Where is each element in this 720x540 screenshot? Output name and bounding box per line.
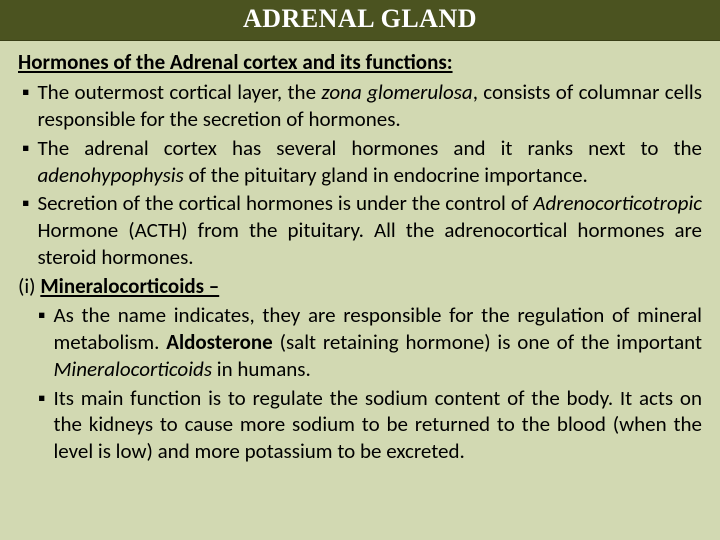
text-run: Its main function is to regulate the sod…: [53, 385, 702, 465]
sub-heading-prefix: (i): [18, 273, 40, 299]
bullet-marker: ▪: [18, 79, 37, 133]
content-heading: Hormones of the Adrenal cortex and its f…: [18, 49, 702, 76]
bullet-marker: ▪: [18, 302, 53, 383]
text-run: adenohypophysis: [37, 162, 183, 188]
text-run: Aldosterone: [166, 329, 273, 355]
text-run: Secretion of the cortical hormones is un…: [37, 190, 533, 216]
text-run: Adrenocorticotropic: [533, 190, 702, 216]
text-run: (salt retaining hormone) is one of the i…: [273, 329, 702, 355]
text-run: in humans.: [212, 356, 311, 382]
bullet-item: ▪As the name indicates, they are respons…: [18, 302, 702, 383]
bullet-marker: ▪: [18, 135, 37, 189]
slide-title: ADRENAL GLAND: [0, 0, 720, 41]
text-run: Mineralocorticoids: [53, 356, 212, 382]
bullet-item: ▪The adrenal cortex has several hormones…: [18, 135, 702, 189]
bullet-text: Its main function is to regulate the sod…: [53, 385, 702, 466]
text-run: Hormone (ACTH) from the pituitary. All t…: [37, 217, 702, 270]
text-run: The outermost cortical layer, the: [37, 79, 321, 105]
slide: ADRENAL GLAND Hormones of the Adrenal co…: [0, 0, 720, 540]
text-run: of the pituitary gland in endocrine impo…: [184, 162, 588, 188]
sub-heading: (i) Mineralocorticoids –: [18, 273, 702, 300]
slide-content: Hormones of the Adrenal cortex and its f…: [0, 41, 720, 540]
bullet-marker: ▪: [18, 385, 53, 466]
text-run: The adrenal cortex has several hormones …: [37, 135, 702, 161]
bullet-text: As the name indicates, they are responsi…: [53, 302, 702, 383]
bullet-text: Secretion of the cortical hormones is un…: [37, 190, 702, 271]
sub-heading-label: Mineralocorticoids –: [40, 273, 219, 299]
bullet-list: ▪The outermost cortical layer, the zona …: [18, 79, 702, 271]
bullet-item: ▪The outermost cortical layer, the zona …: [18, 79, 702, 133]
bullet-item: ▪Its main function is to regulate the so…: [18, 385, 702, 466]
bullet-text: The outermost cortical layer, the zona g…: [37, 79, 702, 133]
bullet-marker: ▪: [18, 190, 37, 271]
text-run: zona glomerulosa: [321, 79, 472, 105]
sub-bullet-list: ▪As the name indicates, they are respons…: [18, 302, 702, 465]
bullet-item: ▪ Secretion of the cortical hormones is …: [18, 190, 702, 271]
bullet-text: The adrenal cortex has several hormones …: [37, 135, 702, 189]
